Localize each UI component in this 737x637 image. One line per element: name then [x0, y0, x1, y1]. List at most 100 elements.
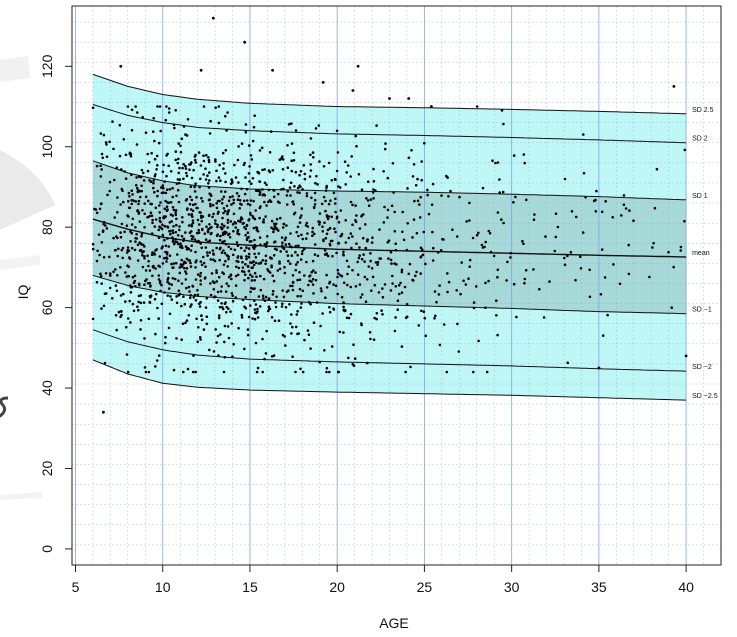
- data-point: [221, 198, 224, 201]
- data-point: [600, 248, 604, 251]
- data-point: [121, 246, 125, 250]
- data-point: [280, 305, 284, 308]
- data-point: [438, 284, 441, 287]
- data-point: [154, 332, 157, 336]
- data-point: [273, 222, 276, 226]
- data-point: [146, 282, 150, 285]
- data-point: [365, 197, 368, 200]
- data-point: [208, 192, 211, 195]
- data-point: [351, 363, 355, 366]
- data-point: [311, 226, 315, 230]
- data-point: [265, 204, 268, 207]
- data-point: [355, 242, 358, 245]
- data-point: [157, 317, 160, 320]
- data-point: [289, 181, 293, 184]
- data-point: [464, 283, 468, 286]
- data-point: [402, 238, 406, 242]
- data-point: [242, 163, 246, 166]
- data-point: [354, 204, 357, 207]
- data-point: [173, 126, 176, 130]
- data-point: [216, 199, 220, 203]
- data-point: [117, 310, 121, 314]
- data-point: [259, 243, 262, 247]
- data-point: [309, 153, 312, 157]
- data-point: [273, 247, 277, 251]
- data-point: [126, 317, 130, 320]
- y-tick-label: 0: [39, 545, 55, 553]
- data-point: [120, 222, 124, 226]
- data-point: [386, 241, 390, 244]
- data-point: [468, 219, 471, 222]
- data-point: [325, 252, 328, 255]
- data-point: [165, 174, 168, 178]
- data-point: [522, 153, 526, 156]
- data-point: [153, 157, 157, 161]
- data-point: [241, 298, 245, 302]
- data-point: [188, 195, 192, 199]
- data-point: [472, 306, 476, 310]
- data-point: [265, 183, 268, 187]
- data-point: [211, 203, 215, 207]
- data-point: [347, 316, 351, 320]
- data-point: [303, 172, 307, 176]
- data-point: [158, 265, 161, 268]
- data-point: [239, 202, 242, 206]
- data-point: [220, 285, 223, 288]
- data-point: [372, 180, 376, 183]
- data-point: [125, 224, 129, 227]
- data-point: [167, 326, 171, 330]
- data-point: [357, 173, 361, 176]
- inner-band: [92, 160, 687, 314]
- data-point: [112, 270, 115, 274]
- data-point: [208, 239, 212, 242]
- data-point: [245, 255, 248, 258]
- data-point: [133, 248, 137, 252]
- data-point: [164, 244, 168, 248]
- data-point: [252, 263, 256, 267]
- data-point: [263, 243, 267, 246]
- data-point: [356, 260, 360, 264]
- data-point: [102, 133, 106, 137]
- data-point: [225, 129, 228, 132]
- data-point: [95, 164, 99, 168]
- data-point: [240, 216, 243, 219]
- data-point: [492, 254, 496, 258]
- data-point: [248, 203, 252, 207]
- data-point: [500, 218, 503, 221]
- data-point: [217, 316, 221, 320]
- data-point: [193, 185, 196, 189]
- data-point: [309, 169, 313, 172]
- data-point: [422, 310, 426, 314]
- data-point: [525, 198, 528, 202]
- data-point: [179, 263, 183, 266]
- data-point: [177, 279, 180, 283]
- data-point: [223, 355, 227, 359]
- data-point: [220, 190, 223, 193]
- data-point: [215, 169, 218, 173]
- data-point: [342, 301, 345, 304]
- data-point: [244, 233, 247, 237]
- data-point: [143, 257, 146, 260]
- data-point: [179, 242, 182, 245]
- data-point: [370, 267, 374, 270]
- data-point: [311, 230, 314, 234]
- data-point: [336, 292, 340, 296]
- data-point: [141, 209, 144, 212]
- data-point: [202, 159, 206, 163]
- data-point: [279, 250, 283, 253]
- data-point: [143, 212, 146, 216]
- data-point: [335, 251, 338, 255]
- data-point: [257, 252, 261, 255]
- data-point: [98, 253, 101, 257]
- data-point: [204, 178, 208, 181]
- data-point: [500, 109, 504, 112]
- data-point: [487, 279, 490, 283]
- data-point: [122, 292, 125, 296]
- data-point: [198, 185, 201, 189]
- data-point: [214, 219, 217, 222]
- data-point: [244, 295, 247, 299]
- data-point: [211, 249, 215, 252]
- data-point: [291, 274, 295, 277]
- data-point: [247, 255, 251, 259]
